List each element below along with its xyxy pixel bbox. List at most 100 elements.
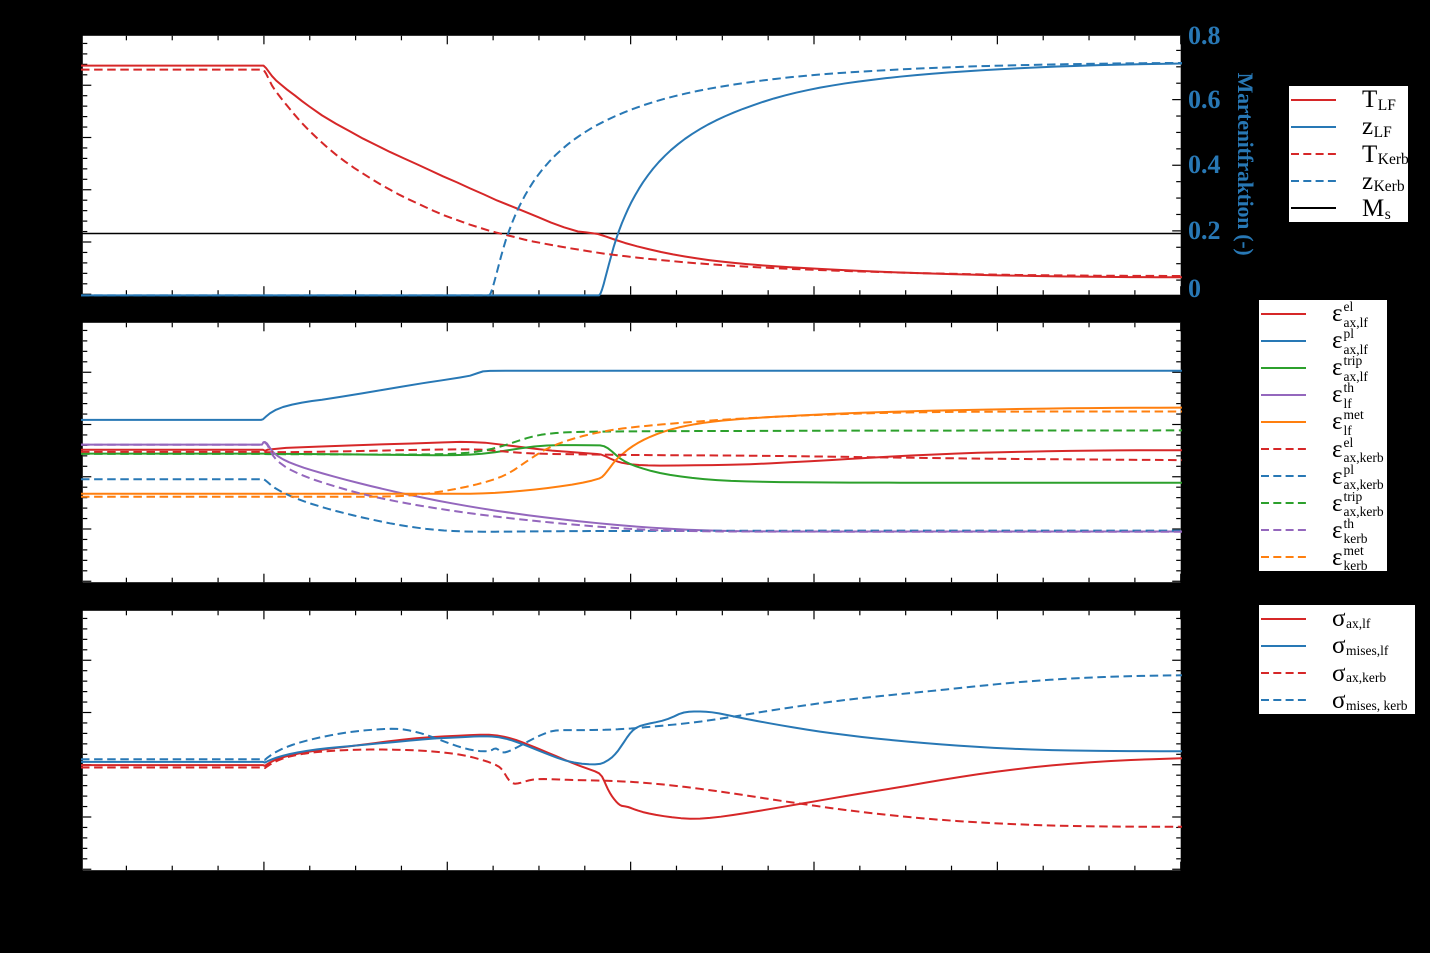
- plot-background: [81, 608, 1183, 872]
- right-axis-title: Martenitfraktion (-): [1233, 72, 1258, 256]
- legend-subscript-eps_pl_ax_kerb: ax,kerb: [1343, 477, 1384, 493]
- legend-superscript-eps_el_ax_lf: el: [1343, 299, 1354, 315]
- panel3-plot: [81, 608, 1183, 872]
- legend-line-z_Kerb: [1291, 180, 1336, 183]
- legend-scripts-eps_trip_ax_lf: trip ax,lf: [1344, 354, 1368, 383]
- legend-line-eps_pl_ax_lf: [1261, 339, 1306, 342]
- legend-item-z_LF: z LF: [1289, 113, 1408, 140]
- legend-line-eps_trip_ax_lf: [1261, 366, 1306, 369]
- legend-item-T_LF: T LF: [1289, 86, 1408, 113]
- series-T_Kerb: [81, 68, 1182, 277]
- series-eps_met_lf: [81, 406, 1182, 495]
- series-eps_trip_ax_lf: [81, 444, 1182, 484]
- legend-subscript-eps_met_kerb: kerb: [1343, 558, 1368, 574]
- panel-strains: [81, 321, 1183, 584]
- legend-item-sigma_ax_lf: σ ax,lf: [1259, 605, 1415, 632]
- legend-superscript-eps_pl_ax_kerb: pl: [1343, 461, 1355, 477]
- legend-scripts-eps_pl_ax_kerb: pl ax,kerb: [1343, 461, 1384, 493]
- legend-superscript-eps_trip_ax_kerb: trip: [1343, 488, 1363, 504]
- legend-label-eps_trip_ax_kerb: ε trip ax,kerb: [1332, 488, 1384, 519]
- legend-subscript-eps_el_ax_kerb: ax,kerb: [1343, 450, 1384, 466]
- right-tick-label-0: 0: [1188, 274, 1201, 303]
- legend-item-eps_el_ax_lf: ε el ax,lf: [1259, 299, 1387, 329]
- legend-line-eps_el_ax_kerb: [1261, 448, 1306, 451]
- legend-label-eps_met_kerb: ε met kerb: [1332, 544, 1368, 574]
- legend-label-T_LF: T LF: [1362, 87, 1396, 114]
- legend-subscript-T_LF: LF: [1377, 96, 1396, 114]
- series-eps_trip_ax_kerb: [81, 429, 1182, 456]
- legend-superscript-eps_pl_ax_lf: pl: [1343, 326, 1355, 342]
- legend-label-sigma_ax_kerb: σ ax,kerb: [1332, 661, 1386, 686]
- series-eps_th_kerb: [81, 441, 1182, 533]
- legend-line-z_LF: [1291, 125, 1336, 128]
- legend-subscript-eps_th_kerb: kerb: [1343, 531, 1368, 547]
- legend-item-sigma_ax_kerb: σ ax,kerb: [1259, 660, 1415, 687]
- legend-line-sigma_ax_lf: [1261, 617, 1306, 620]
- legend-scripts-eps_th_kerb: th kerb: [1343, 515, 1368, 547]
- legend-symbol-eps_th_lf: ε: [1332, 381, 1343, 409]
- legend-line-eps_th_kerb: [1261, 529, 1306, 532]
- legend-item-eps_th_lf: ε th lf: [1259, 380, 1387, 411]
- legend-line-eps_met_lf: [1261, 420, 1306, 423]
- series-eps_pl_ax_lf: [81, 369, 1182, 421]
- legend-subscript-eps_th_lf: lf: [1343, 395, 1352, 411]
- right-tick-label-0.6: 0.6: [1188, 84, 1221, 114]
- panel1-plot: [81, 34, 1183, 297]
- legend-panel2: ε el ax,lf ε pl ax,lf ε trip ax,lf ε th lf ε met lf ε el…: [1259, 299, 1387, 574]
- legend-label-eps_el_ax_kerb: ε el ax,kerb: [1332, 434, 1384, 466]
- legend-scripts-eps_met_kerb: met kerb: [1343, 544, 1368, 574]
- legend-symbol-eps_th_kerb: ε: [1332, 516, 1343, 544]
- series-z_Kerb: [81, 61, 1182, 297]
- legend-superscript-eps_th_lf: th: [1343, 380, 1355, 396]
- legend-label-z_Kerb: z Kerb: [1362, 169, 1405, 196]
- legend-subscript-z_Kerb: Kerb: [1373, 178, 1405, 196]
- right-tick-label-0.2: 0.2: [1188, 215, 1221, 245]
- legend-symbol-eps_el_ax_kerb: ε: [1332, 435, 1343, 463]
- legend-line-eps_el_ax_lf: [1261, 312, 1306, 315]
- series-sigma_mises_lf: [81, 709, 1182, 765]
- legend-scripts-eps_trip_ax_kerb: trip ax,kerb: [1343, 488, 1384, 519]
- legend-line-eps_pl_ax_kerb: [1261, 475, 1306, 478]
- legend-label-sigma_ax_lf: σ ax,lf: [1332, 606, 1370, 631]
- legend-subscript-eps_pl_ax_lf: ax,lf: [1343, 341, 1368, 357]
- legend-label-eps_trip_ax_lf: ε trip ax,lf: [1332, 354, 1368, 383]
- series-sigma_mises_kerb: [81, 673, 1182, 761]
- legend-item-eps_pl_ax_lf: ε pl ax,lf: [1259, 326, 1387, 357]
- legend-subscript-sigma_mises_kerb: mises, kerb: [1345, 697, 1408, 713]
- legend-scripts-eps_el_ax_kerb: el ax,kerb: [1343, 434, 1384, 466]
- legend-line-T_LF: [1291, 98, 1336, 101]
- legend-symbol-eps_trip_ax_kerb: ε: [1332, 489, 1343, 517]
- legend-item-eps_el_ax_kerb: ε el ax,kerb: [1259, 434, 1387, 466]
- legend-symbol-sigma_ax_kerb: σ: [1332, 659, 1346, 687]
- legend-symbol-M_s: M: [1362, 194, 1385, 222]
- legend-subscript-M_s: s: [1384, 205, 1391, 223]
- legend-symbol-eps_trip_ax_lf: ε: [1332, 354, 1343, 382]
- legend-line-sigma_mises_lf: [1261, 644, 1306, 647]
- legend-superscript-eps_th_kerb: th: [1343, 515, 1355, 531]
- legend-subscript-eps_met_lf: lf: [1343, 422, 1352, 438]
- legend-item-z_Kerb: z Kerb: [1289, 168, 1408, 195]
- legend-superscript-eps_el_ax_kerb: el: [1343, 434, 1354, 450]
- legend-scripts-eps_el_ax_lf: el ax,lf: [1343, 299, 1368, 329]
- legend-label-eps_th_kerb: ε th kerb: [1332, 515, 1368, 547]
- legend-label-sigma_mises_lf: σ mises,lf: [1332, 633, 1388, 658]
- legend-symbol-sigma_mises_lf: σ: [1332, 632, 1346, 660]
- legend-subscript-sigma_ax_kerb: ax,kerb: [1345, 670, 1387, 686]
- series-eps_el_ax_kerb: [81, 448, 1182, 462]
- legend-item-eps_met_lf: ε met lf: [1259, 408, 1387, 438]
- legend-scripts-eps_met_lf: met lf: [1343, 408, 1364, 438]
- legend-line-eps_met_kerb: [1261, 556, 1306, 559]
- right-tick-label-0.4: 0.4: [1188, 150, 1221, 180]
- right-tick-label-0.8: 0.8: [1188, 21, 1221, 50]
- legend-symbol-sigma_mises_kerb: σ: [1332, 686, 1346, 714]
- plot-frame: [81, 34, 1183, 297]
- panel-stresses: [81, 608, 1183, 872]
- legend-symbol-eps_met_lf: ε: [1332, 408, 1343, 436]
- legend-symbol-z_LF: z: [1362, 113, 1374, 141]
- legend-item-eps_pl_ax_kerb: ε pl ax,kerb: [1259, 461, 1387, 493]
- legend-symbol-T_Kerb: T: [1362, 140, 1378, 168]
- legend-subscript-sigma_mises_lf: mises,lf: [1345, 643, 1389, 659]
